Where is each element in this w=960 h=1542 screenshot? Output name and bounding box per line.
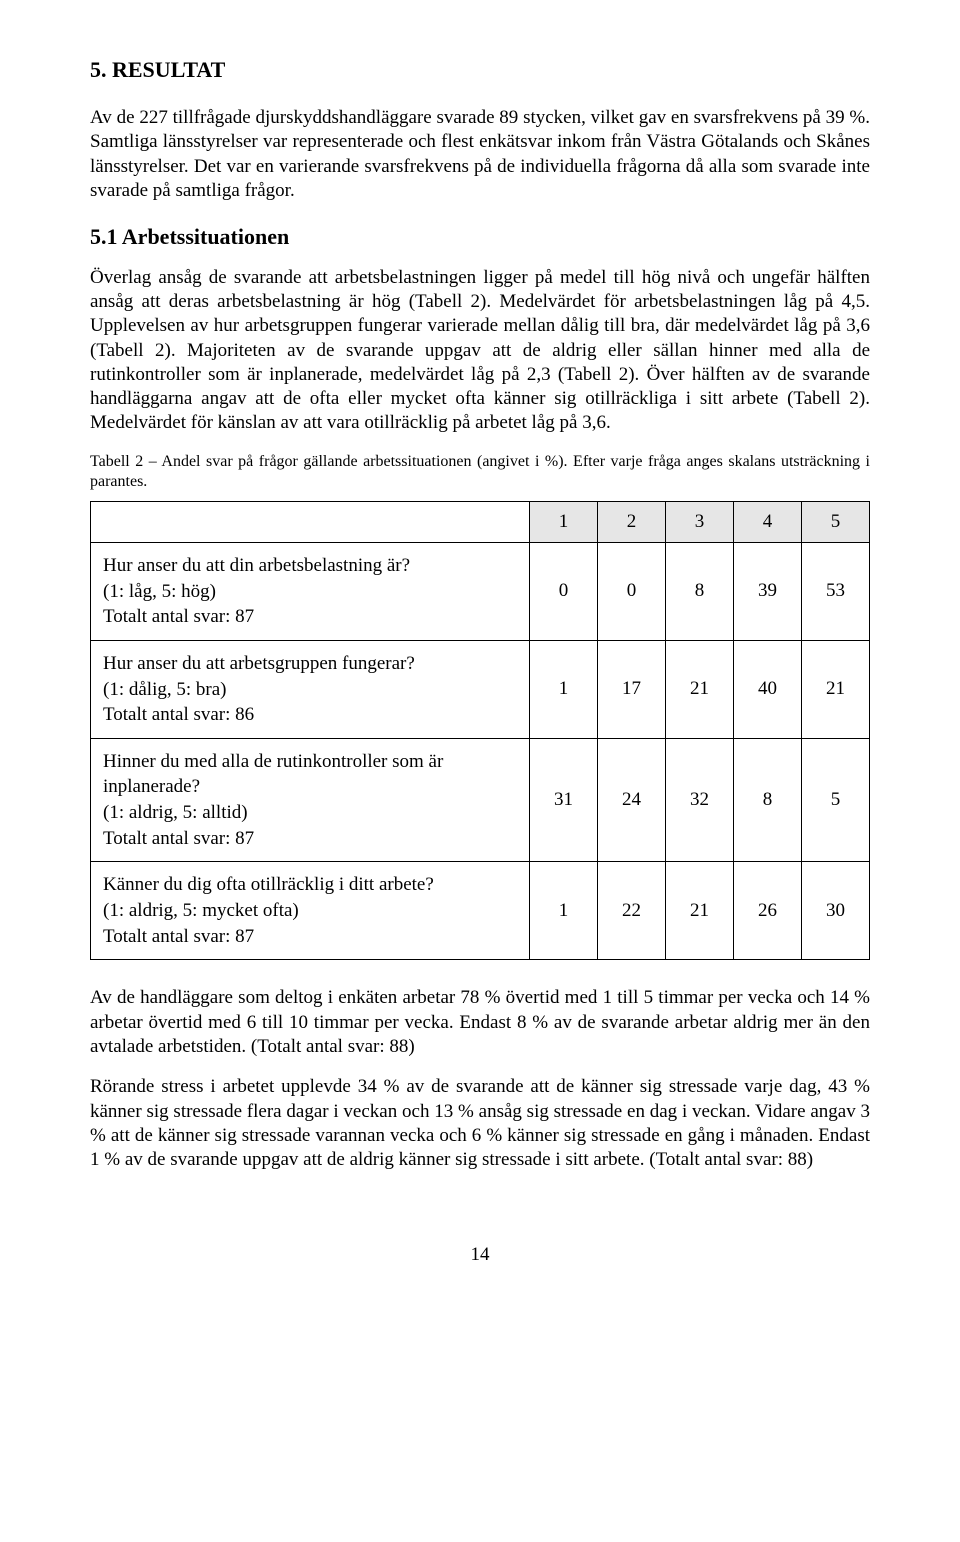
question-line2: (1: aldrig, 5: alltid): [103, 802, 248, 823]
value-cell: 17: [598, 640, 666, 738]
value-cell: 1: [530, 862, 598, 960]
header-col-1: 1: [530, 501, 598, 542]
question-line1: Hinner du med alla de rutinkontroller so…: [103, 751, 443, 798]
question-line3: Totalt antal svar: 87: [103, 606, 254, 627]
header-col-2: 2: [598, 501, 666, 542]
question-cell: Hinner du med alla de rutinkontroller so…: [91, 738, 530, 862]
value-cell: 39: [734, 543, 802, 641]
table-caption: Tabell 2 – Andel svar på frågor gällande…: [90, 452, 870, 493]
value-cell: 26: [734, 862, 802, 960]
value-cell: 0: [530, 543, 598, 641]
question-line2: (1: aldrig, 5: mycket ofta): [103, 900, 299, 921]
value-cell: 32: [666, 738, 734, 862]
value-cell: 8: [734, 738, 802, 862]
intro-paragraph: Av de 227 tillfrågade djurskyddshandlägg…: [90, 106, 870, 203]
value-cell: 5: [802, 738, 870, 862]
value-cell: 31: [530, 738, 598, 862]
question-line2: (1: låg, 5: hög): [103, 581, 216, 602]
subsection-heading: 5.1 Arbetssituationen: [90, 223, 870, 251]
question-line3: Totalt antal svar: 87: [103, 828, 254, 849]
value-cell: 21: [666, 862, 734, 960]
question-line3: Totalt antal svar: 87: [103, 926, 254, 947]
table-row: Känner du dig ofta otillräcklig i ditt a…: [91, 862, 870, 960]
header-col-3: 3: [666, 501, 734, 542]
table-header-row: 1 2 3 4 5: [91, 501, 870, 542]
header-col-4: 4: [734, 501, 802, 542]
value-cell: 24: [598, 738, 666, 862]
table-row: Hur anser du att arbetsgruppen fungerar?…: [91, 640, 870, 738]
value-cell: 22: [598, 862, 666, 960]
page-number: 14: [90, 1243, 870, 1267]
question-line1: Hur anser du att arbetsgruppen fungerar?: [103, 653, 415, 674]
question-line1: Hur anser du att din arbetsbelastning är…: [103, 555, 410, 576]
section-heading: 5. RESULTAT: [90, 56, 870, 84]
question-cell: Känner du dig ofta otillräcklig i ditt a…: [91, 862, 530, 960]
question-cell: Hur anser du att arbetsgruppen fungerar?…: [91, 640, 530, 738]
value-cell: 1: [530, 640, 598, 738]
results-table: 1 2 3 4 5 Hur anser du att din arbetsbel…: [90, 501, 870, 961]
value-cell: 21: [802, 640, 870, 738]
body-paragraph-3: Rörande stress i arbetet upplevde 34 % a…: [90, 1075, 870, 1172]
value-cell: 0: [598, 543, 666, 641]
value-cell: 21: [666, 640, 734, 738]
value-cell: 30: [802, 862, 870, 960]
value-cell: 53: [802, 543, 870, 641]
header-col-5: 5: [802, 501, 870, 542]
body-paragraph-1: Överlag ansåg de svarande att arbetsbela…: [90, 266, 870, 436]
table-row: Hur anser du att din arbetsbelastning är…: [91, 543, 870, 641]
body-paragraph-2: Av de handläggare som deltog i enkäten a…: [90, 986, 870, 1059]
header-blank: [91, 501, 530, 542]
value-cell: 40: [734, 640, 802, 738]
value-cell: 8: [666, 543, 734, 641]
question-line1: Känner du dig ofta otillräcklig i ditt a…: [103, 874, 434, 895]
table-row: Hinner du med alla de rutinkontroller so…: [91, 738, 870, 862]
question-line2: (1: dålig, 5: bra): [103, 679, 226, 700]
question-cell: Hur anser du att din arbetsbelastning är…: [91, 543, 530, 641]
question-line3: Totalt antal svar: 86: [103, 704, 254, 725]
